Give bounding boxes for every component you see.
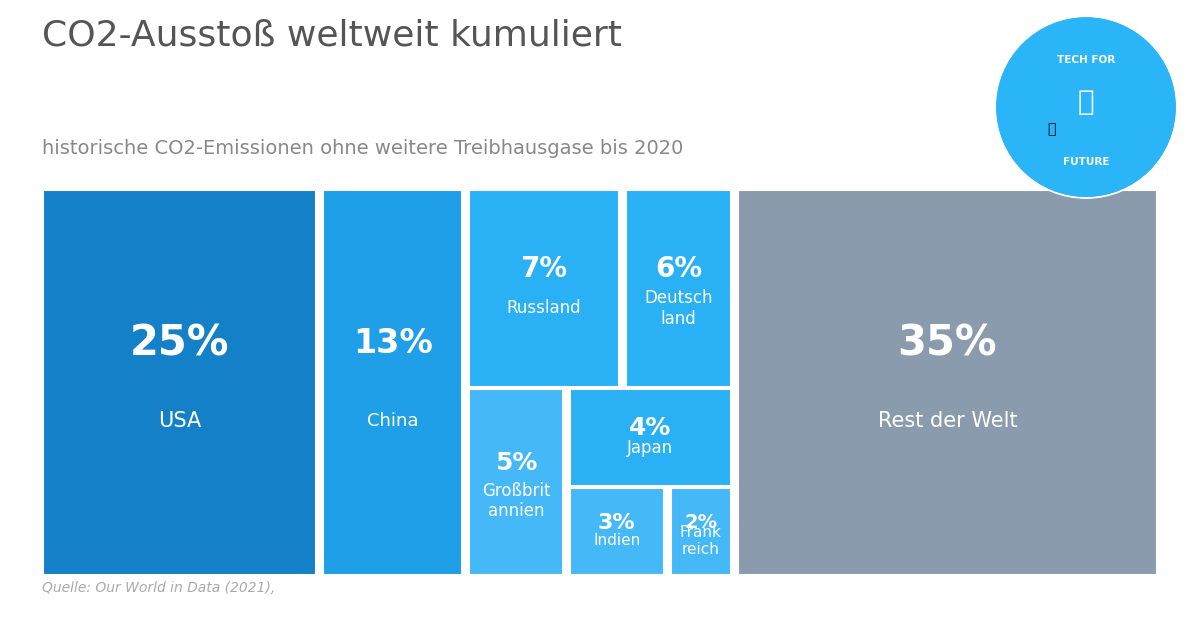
Text: CO2-Ausstoß weltweit kumuliert: CO2-Ausstoß weltweit kumuliert xyxy=(42,19,622,53)
Bar xyxy=(323,190,462,575)
Text: ⏻: ⏻ xyxy=(1078,88,1094,116)
Text: FUTURE: FUTURE xyxy=(1063,156,1109,166)
Text: Quelle: Our World in Data (2021),: Quelle: Our World in Data (2021), xyxy=(42,581,275,595)
Circle shape xyxy=(997,18,1175,196)
Bar xyxy=(570,389,731,486)
Text: 6%: 6% xyxy=(655,255,702,282)
Text: China: China xyxy=(367,413,419,430)
Text: 25%: 25% xyxy=(130,323,229,365)
Bar xyxy=(469,190,619,387)
Text: 4%: 4% xyxy=(629,416,672,440)
Text: Indien: Indien xyxy=(593,534,641,548)
Circle shape xyxy=(995,16,1177,198)
Text: USA: USA xyxy=(158,411,202,432)
Text: 13%: 13% xyxy=(353,328,432,360)
Bar xyxy=(671,488,731,575)
Text: Frank
reich: Frank reich xyxy=(680,525,722,557)
Bar xyxy=(570,488,664,575)
Text: 7%: 7% xyxy=(521,255,568,282)
Bar xyxy=(43,190,317,575)
Text: Japan: Japan xyxy=(628,438,673,457)
Text: historische CO2-Emissionen ohne weitere Treibhausgase bis 2020: historische CO2-Emissionen ohne weitere … xyxy=(42,139,683,158)
Text: Russland: Russland xyxy=(506,299,581,318)
Text: 3%: 3% xyxy=(598,513,636,533)
Text: 🌿: 🌿 xyxy=(1048,122,1056,136)
Text: 5%: 5% xyxy=(494,451,538,475)
Text: TECH FOR: TECH FOR xyxy=(1057,55,1115,65)
Text: Deutsch
land: Deutsch land xyxy=(644,289,713,328)
Bar xyxy=(469,389,563,575)
Circle shape xyxy=(997,18,1175,196)
Bar xyxy=(738,190,1157,575)
Text: Rest der Welt: Rest der Welt xyxy=(877,411,1018,432)
Text: 2%: 2% xyxy=(684,513,718,532)
Bar xyxy=(625,190,731,387)
Text: Großbrit
annien: Großbrit annien xyxy=(481,481,550,520)
Text: 35%: 35% xyxy=(898,323,997,365)
